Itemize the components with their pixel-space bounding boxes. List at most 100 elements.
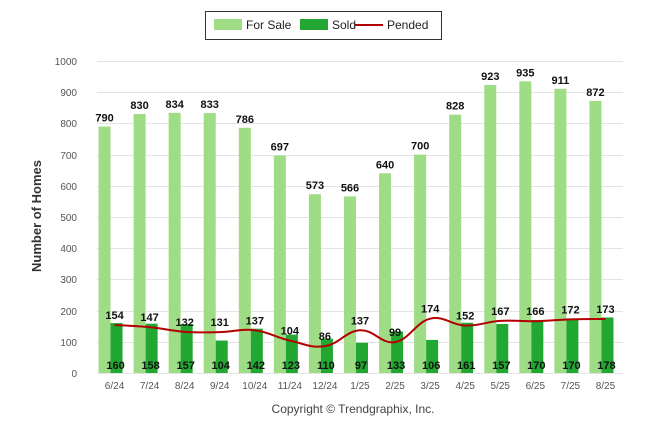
bar-sold [250,328,263,373]
data-label-pended: 173 [596,304,614,316]
x-tick-label: 1/25 [350,381,370,392]
x-tick-label: 8/24 [175,381,195,392]
data-label-for-sale: 872 [586,87,604,99]
data-label-for-sale: 697 [271,142,289,154]
x-tick-label: 7/24 [140,381,160,392]
data-label-for-sale: 834 [165,99,184,111]
data-labels: 790 160 830 158 834 157 833 104 786 142 697 123 573 1… [95,67,615,372]
x-tick-label: 8/25 [596,381,616,392]
x-tick-label: 9/24 [210,381,230,392]
y-tick-label: 100 [60,338,77,349]
x-tick-label: 12/24 [312,381,337,392]
bar-sold [356,342,368,373]
legend-label-for-sale: For Sale [246,18,292,32]
data-label-pended: 137 [351,315,369,327]
data-label-sold: 170 [562,360,580,372]
bar-for-sale [308,194,321,373]
bar-for-sale [414,154,427,373]
bar-for-sale [519,81,532,373]
bar-sold [426,339,439,373]
bar-for-sale [484,85,497,374]
bar-sold [215,340,228,373]
data-label-for-sale: 935 [516,67,534,79]
legend: For Sale Sold Pended [205,11,442,40]
bar-sold [531,319,544,373]
data-label-sold: 123 [282,360,300,372]
data-label-pended: 147 [140,312,158,324]
data-label-pended: 132 [175,317,193,329]
data-label-pended: 172 [561,304,579,316]
data-label-pended: 104 [281,326,300,338]
data-label-sold: 178 [597,360,615,372]
pended-line-layer [114,317,606,348]
legend-label-pended: Pended [387,18,428,32]
bar-sold [285,334,298,373]
data-label-for-sale: 833 [201,99,219,111]
bar-for-sale [554,88,567,373]
bar-for-sale [133,114,146,373]
bar-for-sale [203,113,216,373]
data-label-sold: 104 [212,360,231,372]
y-tick-label: 500 [60,213,77,224]
data-label-pended: 174 [421,304,440,316]
x-tick-label: 4/25 [455,381,475,392]
data-label-for-sale: 573 [306,180,324,192]
y-axis-ticks: 0 100 200 300 400 500 600 700 800 900 1000 [55,57,78,380]
y-tick-label: 0 [71,369,77,380]
bar-for-sale [273,155,286,373]
legend-swatch-for-sale [214,19,242,30]
legend-swatch-sold [300,19,328,30]
y-tick-label: 900 [60,88,77,99]
data-label-for-sale: 830 [130,100,148,112]
data-label-sold: 110 [317,360,335,372]
data-label-pended: 131 [211,317,229,329]
data-label-pended: 154 [105,310,124,322]
data-label-pended: 137 [246,315,264,327]
bar-sold [496,324,509,373]
data-label-for-sale: 786 [236,114,254,126]
data-label-sold: 142 [247,360,265,372]
bar-sold [601,317,614,373]
data-label-pended: 99 [389,327,401,339]
x-tick-label: 10/24 [242,381,267,392]
x-tick-label: 7/25 [561,381,581,392]
copyright-credit: Copyright © Trendgraphix, Inc. [272,402,435,416]
data-label-for-sale: 911 [552,75,570,87]
bar-for-sale [344,196,356,373]
data-label-pended: 152 [456,311,474,323]
y-tick-label: 400 [60,244,77,255]
bar-for-sale [589,100,602,373]
y-tick-label: 800 [60,119,77,130]
bar-sold [566,319,579,373]
x-axis-ticks: 6/24 7/24 8/24 9/24 10/24 11/24 12/24 1/25 2/25 3… [105,381,616,392]
data-label-for-sale: 566 [341,182,359,194]
bar-sold [180,324,193,373]
y-tick-label: 1000 [55,57,78,68]
data-label-sold: 170 [527,360,545,372]
gridlines [97,61,623,374]
y-tick-label: 200 [60,307,77,318]
data-label-sold: 160 [106,360,124,372]
data-label-for-sale: 828 [446,101,464,113]
data-label-pended: 86 [319,331,331,343]
x-tick-label: 5/25 [491,381,511,392]
data-label-pended: 167 [491,306,509,318]
data-label-sold: 158 [141,360,159,372]
data-label-sold: 97 [355,360,367,372]
data-label-for-sale: 923 [481,71,499,83]
bar-sold [145,323,158,373]
bar-for-sale [168,112,181,374]
bars [98,81,614,374]
data-label-pended: 166 [526,306,544,318]
x-tick-label: 6/24 [105,381,125,392]
data-label-sold: 106 [422,360,440,372]
x-tick-label: 11/24 [278,381,303,392]
x-tick-label: 6/25 [526,381,546,392]
data-label-sold: 157 [492,360,510,372]
data-label-sold: 133 [387,360,405,372]
x-tick-label: 3/25 [420,381,440,392]
legend-label-sold: Sold [332,18,356,32]
bar-for-sale [238,127,251,373]
